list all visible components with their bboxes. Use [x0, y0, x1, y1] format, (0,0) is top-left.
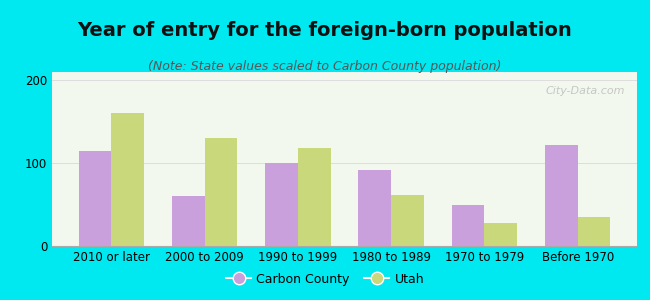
Bar: [359, 170, 391, 246]
Bar: [298, 148, 330, 246]
Bar: [79, 151, 111, 246]
Bar: [391, 195, 424, 246]
Bar: [452, 205, 484, 246]
Bar: [578, 217, 610, 246]
Bar: [265, 163, 298, 246]
Text: (Note: State values scaled to Carbon County population): (Note: State values scaled to Carbon Cou…: [148, 60, 502, 73]
Bar: [205, 138, 237, 246]
Legend: Carbon County, Utah: Carbon County, Utah: [221, 268, 429, 291]
Bar: [111, 113, 144, 246]
Text: City-Data.com: City-Data.com: [546, 86, 625, 96]
Text: Year of entry for the foreign-born population: Year of entry for the foreign-born popul…: [77, 21, 573, 40]
Bar: [172, 196, 205, 246]
Bar: [484, 223, 517, 246]
Bar: [545, 145, 578, 246]
